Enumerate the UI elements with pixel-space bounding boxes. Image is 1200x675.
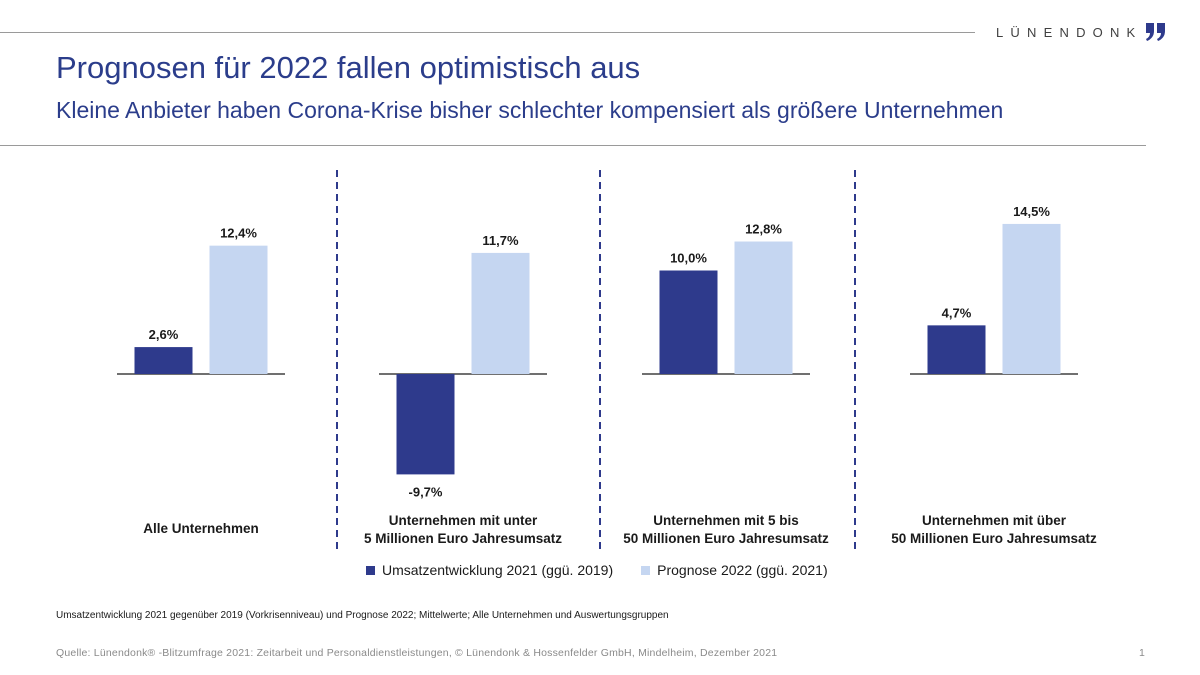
data-label-series-1-group-4: 4,7%	[942, 305, 972, 320]
legend-item-series-1: Umsatzentwicklung 2021 (ggü. 2019)	[366, 562, 613, 578]
header-rule	[0, 145, 1146, 146]
category-label-2-line-1: Unternehmen mit unter	[389, 513, 538, 528]
quote-mark-icon	[1146, 23, 1166, 41]
bar-series-2-group-3	[734, 241, 793, 374]
bar-series-2-group-2	[471, 252, 530, 374]
category-label-3-line-2: 50 Millionen Euro Jahresumsatz	[623, 531, 829, 546]
data-label-series-1-group-1: 2,6%	[149, 327, 179, 342]
brand-logo: LÜNENDONK	[996, 20, 1168, 44]
legend-label-series-2: Prognose 2022 (ggü. 2021)	[657, 562, 828, 578]
page-subtitle: Kleine Anbieter haben Corona-Krise bishe…	[56, 97, 1004, 123]
category-label-4-line-1: Unternehmen mit über	[922, 513, 1067, 528]
footnote: Umsatzentwicklung 2021 gegenüber 2019 (V…	[56, 610, 669, 621]
legend-swatch-series-1	[366, 565, 375, 575]
bar-series-2-group-4	[1002, 223, 1061, 374]
data-label-series-2-group-1: 12,4%	[220, 226, 257, 241]
legend-item-series-2: Prognose 2022 (ggü. 2021)	[641, 562, 828, 578]
source-note: Quelle: Lünendonk® -Blitzumfrage 2021: Z…	[56, 647, 778, 659]
data-label-series-2-group-3: 12,8%	[745, 222, 782, 237]
data-label-series-1-group-2: -9,7%	[409, 484, 443, 499]
category-label-4-line-2: 50 Millionen Euro Jahresumsatz	[891, 531, 1097, 546]
page-number: 1	[1139, 647, 1145, 659]
chart-legend: Umsatzentwicklung 2021 (ggü. 2019) Progn…	[366, 562, 856, 578]
brand-name: LÜNENDONK	[996, 24, 1143, 40]
data-label-series-1-group-3: 10,0%	[670, 251, 707, 266]
legend-swatch-series-2	[641, 565, 651, 575]
top-rule	[0, 32, 975, 33]
bar-series-1-group-4	[927, 325, 986, 374]
bar-series-1-group-1	[134, 347, 193, 374]
data-label-series-2-group-4: 14,5%	[1013, 204, 1050, 219]
category-label-1-line-1: Alle Unternehmen	[143, 521, 259, 536]
data-label-series-2-group-2: 11,7%	[482, 233, 519, 248]
bar-series-1-group-3	[659, 270, 718, 374]
category-label-2-line-2: 5 Millionen Euro Jahresumsatz	[364, 531, 562, 546]
legend-label-series-1: Umsatzentwicklung 2021 (ggü. 2019)	[382, 562, 614, 578]
bar-series-1-group-2	[396, 374, 455, 475]
category-label-3-line-1: Unternehmen mit 5 bis	[653, 513, 799, 528]
bar-series-2-group-1	[209, 245, 268, 374]
page-title: Prognosen für 2022 fallen optimistisch a…	[56, 50, 641, 85]
